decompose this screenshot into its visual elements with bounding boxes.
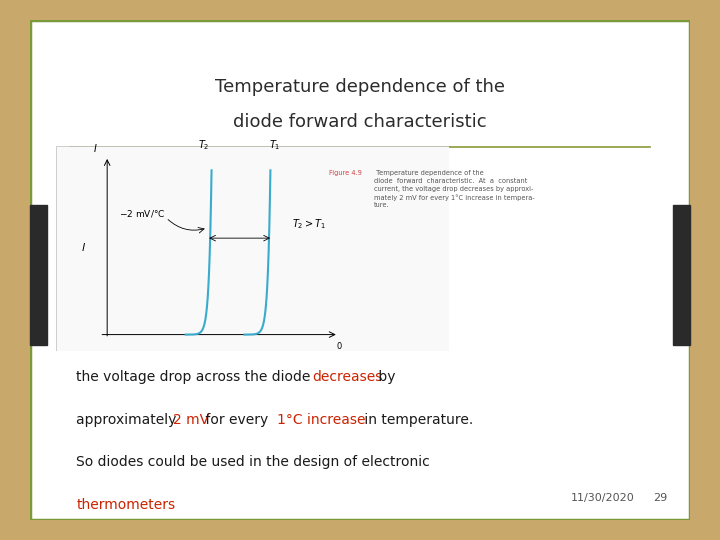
Text: diode forward characteristic: diode forward characteristic [233,113,487,131]
Text: Figure 4.9: Figure 4.9 [329,171,361,177]
Text: 29: 29 [654,492,667,503]
Text: Temperature dependence of the
diode  forward  characteristic.  At  a  constant
c: Temperature dependence of the diode forw… [374,171,535,208]
Text: 11/30/2020: 11/30/2020 [571,492,635,503]
Text: thermometers: thermometers [76,497,176,511]
Text: by: by [374,370,396,384]
Bar [673,205,690,345]
Text: for every: for every [201,413,273,427]
Text: So diodes could be used in the design of electronic: So diodes could be used in the design of… [76,455,430,469]
Text: Temperature dependence of the: Temperature dependence of the [215,78,505,97]
Text: l: l [82,244,85,253]
Text: in temperature.: in temperature. [360,413,474,427]
Text: the voltage drop across the diode: the voltage drop across the diode [76,370,315,384]
Text: decreases: decreases [312,370,382,384]
Text: $T_1$: $T_1$ [269,138,280,152]
Text: I: I [94,144,96,154]
Text: 0: 0 [336,342,341,352]
Text: approximately: approximately [76,413,181,427]
Text: 2 mV: 2 mV [174,413,210,427]
Text: $T_2$: $T_2$ [198,138,210,152]
Text: $T_2 > T_1$: $T_2 > T_1$ [292,217,325,231]
Bar [30,205,47,345]
Text: 1°C increase: 1°C increase [277,413,366,427]
Text: $-2$ mV/°C: $-2$ mV/°C [119,208,166,219]
